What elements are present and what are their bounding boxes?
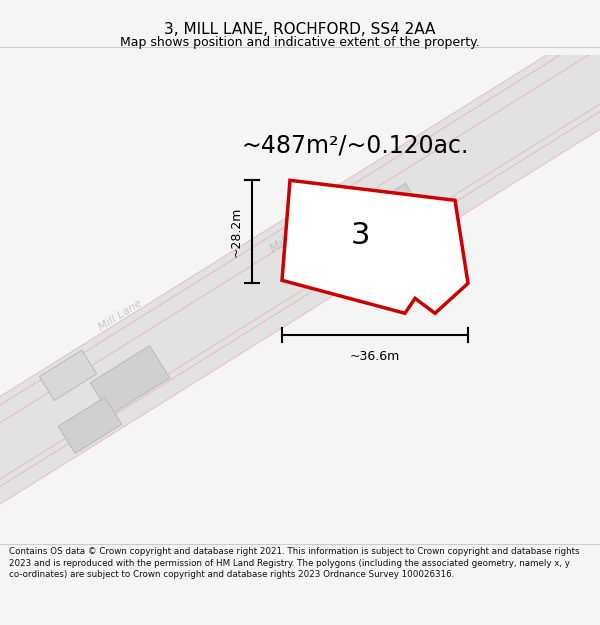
Text: ~36.6m: ~36.6m: [350, 350, 400, 363]
Text: Mill Lane: Mill Lane: [268, 215, 322, 256]
Polygon shape: [290, 240, 310, 270]
Polygon shape: [0, 28, 600, 625]
Text: 3: 3: [350, 221, 370, 250]
Polygon shape: [90, 346, 170, 415]
Polygon shape: [312, 183, 428, 278]
Text: ~28.2m: ~28.2m: [229, 207, 242, 257]
Text: Map shows position and indicative extent of the property.: Map shows position and indicative extent…: [120, 36, 480, 49]
Polygon shape: [40, 350, 97, 401]
Text: Mill Lane: Mill Lane: [97, 298, 143, 332]
Polygon shape: [58, 397, 122, 454]
Polygon shape: [282, 180, 468, 313]
Text: 3, MILL LANE, ROCHFORD, SS4 2AA: 3, MILL LANE, ROCHFORD, SS4 2AA: [164, 22, 436, 37]
Text: ~487m²/~0.120ac.: ~487m²/~0.120ac.: [241, 133, 469, 158]
Text: Contains OS data © Crown copyright and database right 2021. This information is : Contains OS data © Crown copyright and d…: [9, 547, 580, 579]
Polygon shape: [290, 195, 430, 260]
